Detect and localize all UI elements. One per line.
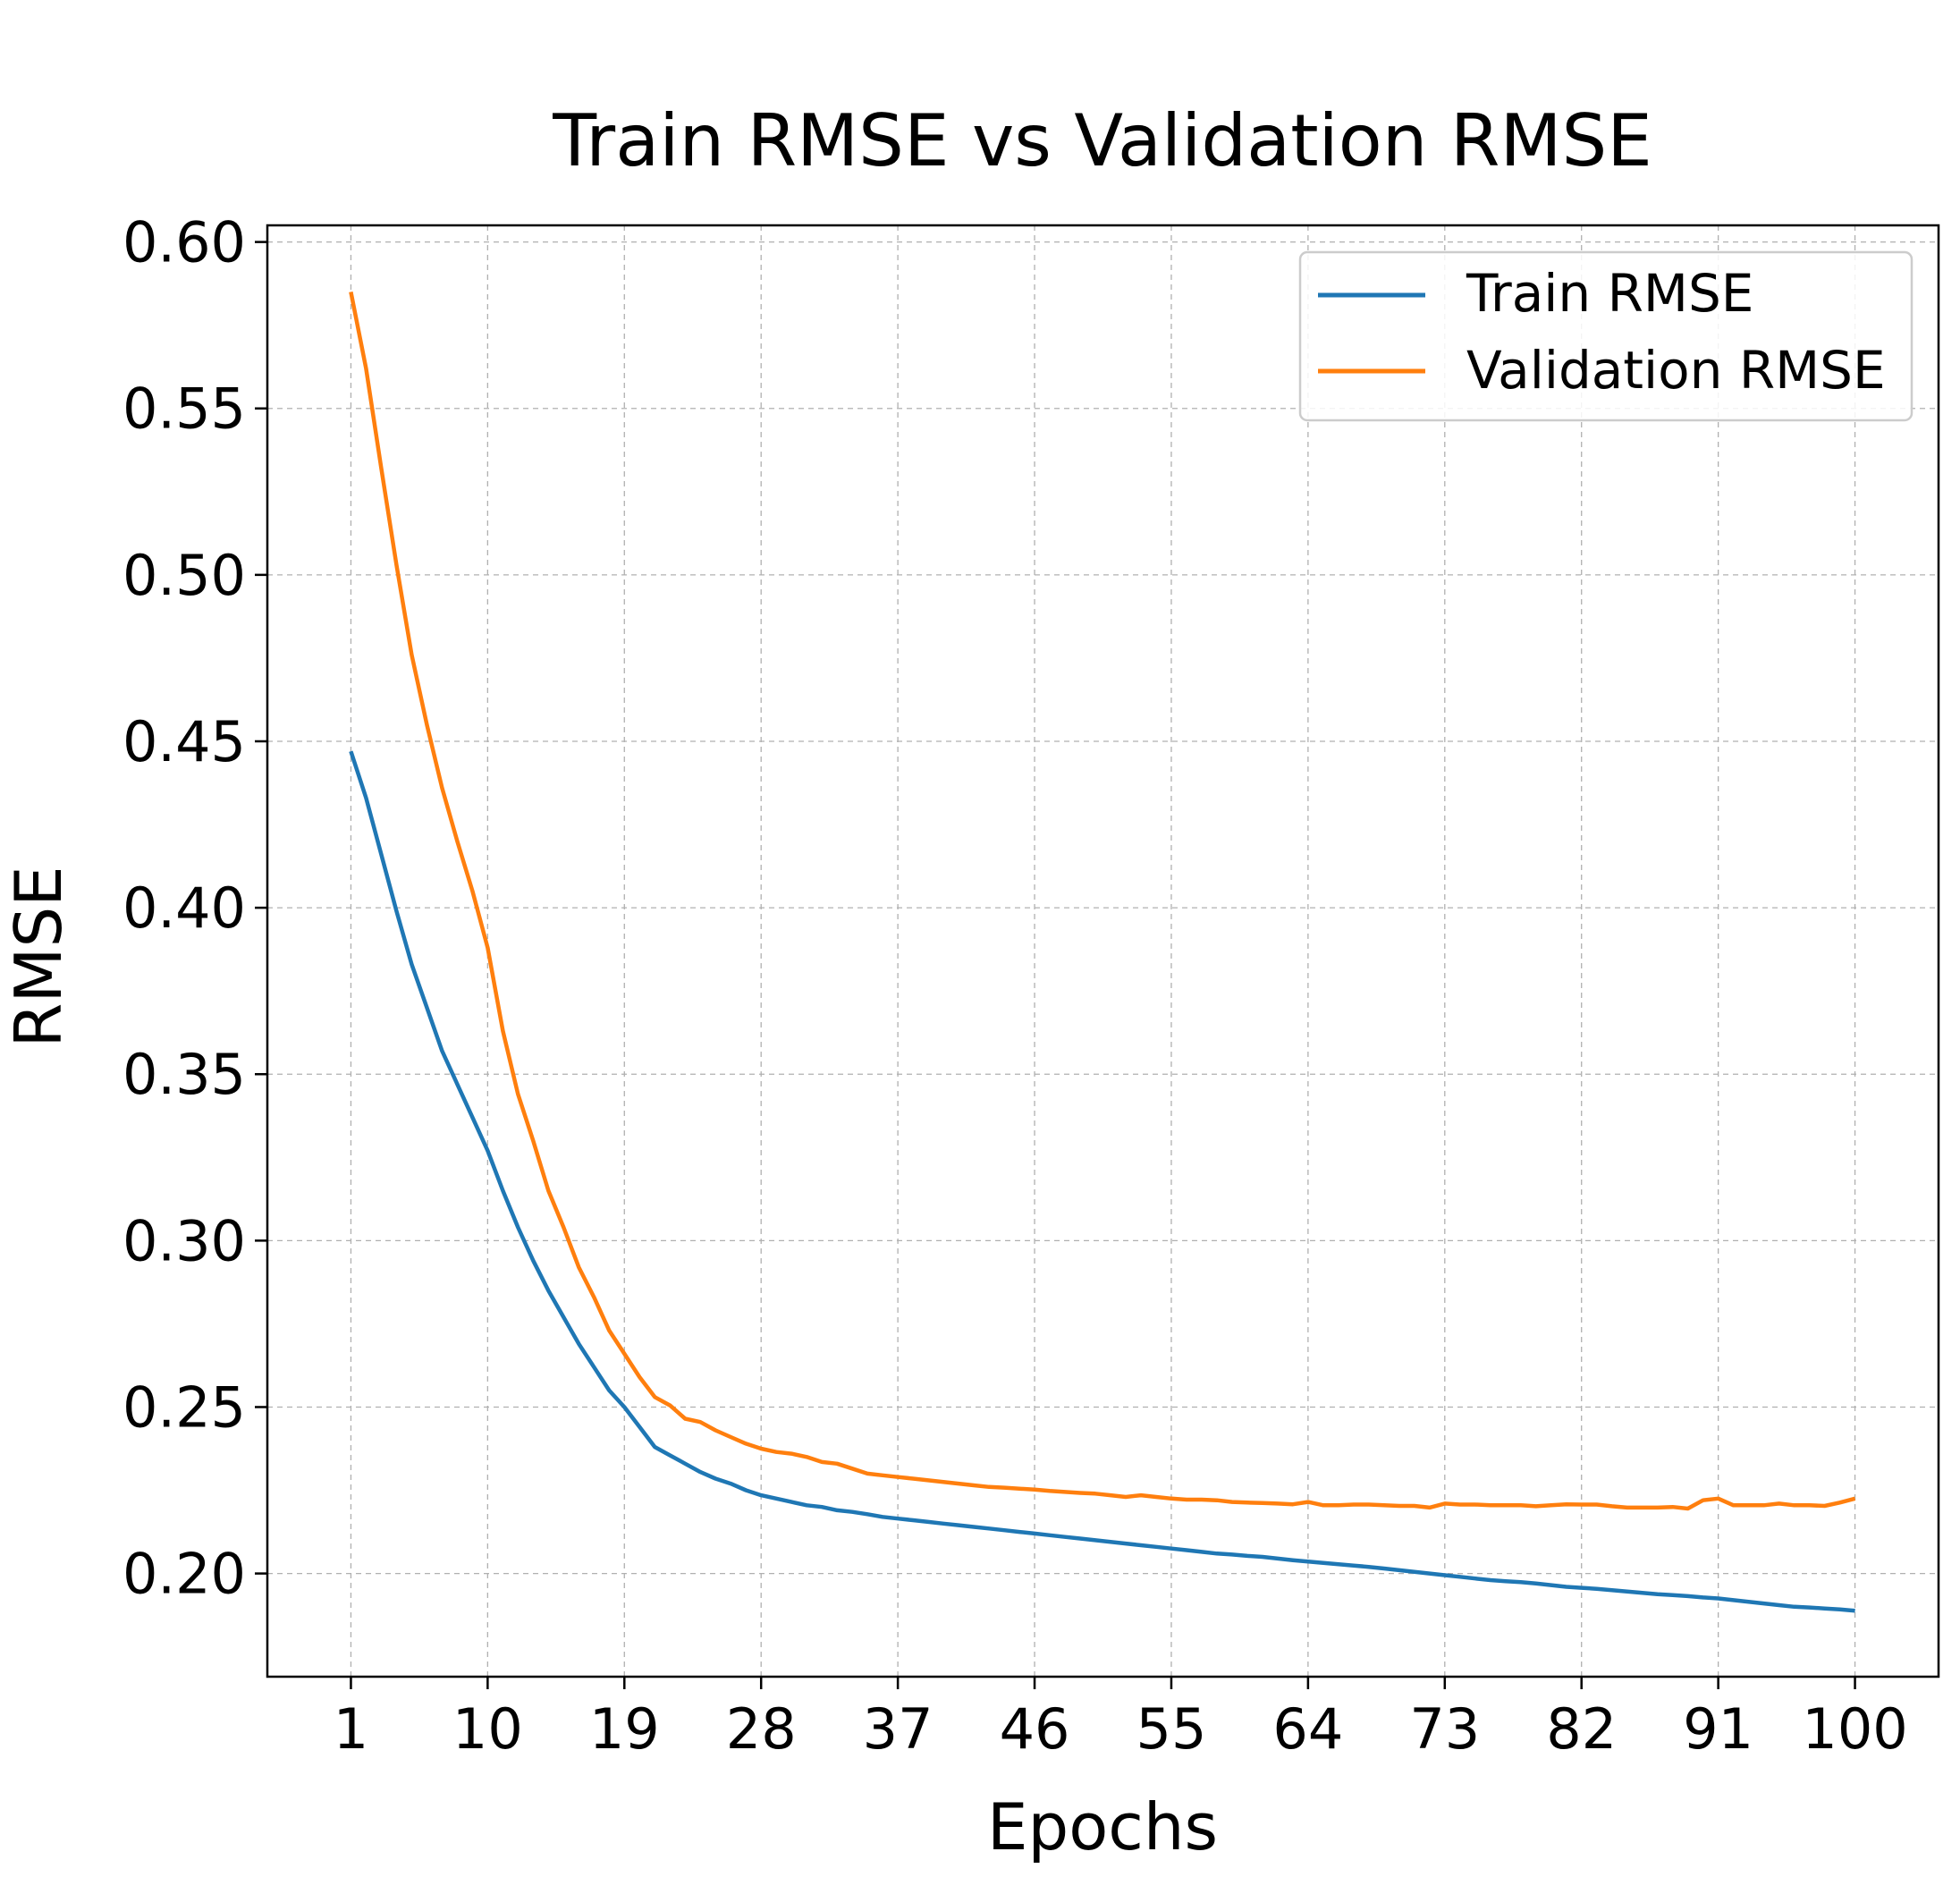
y-tick-label: 0.55 <box>122 376 246 442</box>
legend: Train RMSE Validation RMSE <box>1300 252 1912 420</box>
y-tick-label: 0.60 <box>122 210 246 275</box>
x-tick-label: 46 <box>1000 1696 1070 1762</box>
y-tick-label: 0.35 <box>122 1042 246 1107</box>
legend-label-train: Train RMSE <box>1466 263 1753 324</box>
x-tick-label: 19 <box>589 1696 660 1762</box>
x-tick-label: 73 <box>1409 1696 1480 1762</box>
y-tick-label: 0.50 <box>122 543 246 608</box>
legend-label-validation: Validation RMSE <box>1466 340 1886 401</box>
y-tick-label: 0.40 <box>122 875 246 941</box>
x-tick-label: 64 <box>1272 1696 1343 1762</box>
y-tick-label: 0.20 <box>122 1542 246 1607</box>
grid <box>267 225 1939 1677</box>
x-tick-label: 37 <box>863 1696 934 1762</box>
y-tick-label: 0.30 <box>122 1208 246 1273</box>
y-tick-label: 0.25 <box>122 1374 246 1440</box>
x-tick-label: 91 <box>1683 1696 1753 1762</box>
x-tick-label: 28 <box>726 1696 797 1762</box>
y-axis: 0.20 0.25 0.30 0.35 0.40 0.45 0.50 0.55 0.60 <box>122 210 267 1607</box>
series-line-train <box>351 751 1854 1611</box>
y-axis-label: RMSE <box>1 866 76 1047</box>
x-tick-label: 82 <box>1546 1696 1617 1762</box>
y-tick-label: 0.45 <box>122 709 246 774</box>
chart-title: Train RMSE vs Validation RMSE <box>552 99 1652 182</box>
series-line-validation <box>351 292 1854 1509</box>
plot-frame <box>267 225 1939 1677</box>
x-axis: 1 10 19 28 37 46 55 64 73 82 91 100 <box>334 1677 1908 1762</box>
x-tick-label: 1 <box>334 1696 368 1762</box>
series-lines <box>351 292 1854 1611</box>
x-tick-label: 55 <box>1136 1696 1207 1762</box>
x-tick-label: 10 <box>452 1696 523 1762</box>
x-axis-label: Epochs <box>987 1789 1218 1864</box>
x-tick-label: 100 <box>1802 1696 1907 1762</box>
